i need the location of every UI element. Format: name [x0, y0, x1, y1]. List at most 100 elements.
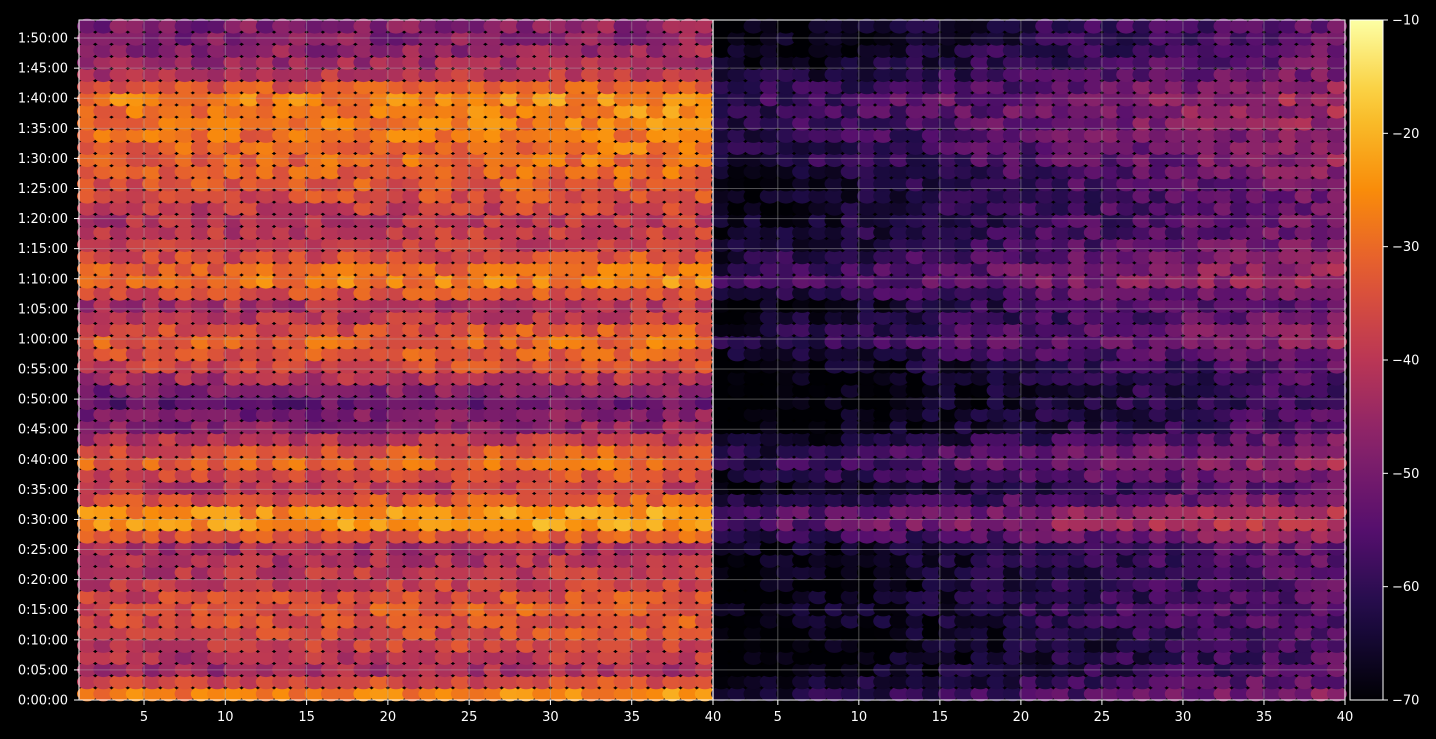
heatmap-cell: [190, 662, 211, 678]
heatmap-cell: [856, 637, 877, 653]
heatmap-cell: [678, 382, 699, 398]
heatmap-cell: [272, 237, 293, 253]
heatmap-cell: [516, 358, 537, 374]
heatmap-cell: [905, 686, 926, 702]
heatmap-cell: [418, 79, 439, 95]
heatmap-cell: [93, 103, 114, 119]
heatmap-cell: [1197, 637, 1218, 653]
y-tick-label: 1:30:00: [18, 152, 68, 167]
heatmap-cell: [483, 637, 504, 653]
heatmap-cell: [272, 30, 293, 46]
heatmap-cell: [629, 552, 650, 568]
heatmap-cell: [255, 613, 276, 629]
heatmap-cell: [353, 382, 374, 398]
heatmap-cell: [158, 55, 179, 70]
heatmap-cell: [516, 480, 537, 495]
heatmap-cell: [272, 455, 293, 471]
heatmap-cell: [223, 650, 244, 665]
heatmap-cell: [1181, 565, 1202, 580]
heatmap-cell: [125, 650, 146, 665]
heatmap-cell: [581, 637, 602, 653]
heatmap-cell: [158, 431, 179, 447]
heatmap-cell: [1002, 492, 1023, 508]
heatmap-cell: [207, 346, 228, 362]
heatmap-cell: [613, 650, 634, 665]
heatmap-cell: [337, 103, 358, 119]
heatmap-cell: [970, 662, 991, 678]
heatmap-cell: [678, 395, 699, 410]
heatmap-cell: [450, 455, 472, 471]
heatmap-cell: [434, 382, 455, 398]
heatmap-cell: [142, 589, 163, 605]
heatmap-cell: [174, 249, 195, 265]
heatmap-cell: [727, 492, 748, 508]
heatmap-cell: [385, 164, 407, 180]
heatmap-cell: [1116, 662, 1137, 678]
heatmap-cell: [1181, 540, 1202, 556]
heatmap-cell: [158, 613, 179, 629]
heatmap-cell: [255, 176, 276, 192]
heatmap-cell: [255, 516, 276, 532]
heatmap-cell: [418, 30, 439, 46]
heatmap-cell: [369, 613, 390, 629]
heatmap-cell: [434, 152, 455, 168]
heatmap-cell: [434, 285, 455, 301]
heatmap-cell: [288, 237, 309, 253]
heatmap-cell: [646, 18, 667, 34]
heatmap-cell: [1278, 637, 1299, 653]
heatmap-cell: [125, 225, 146, 240]
heatmap-cell: [207, 370, 228, 386]
heatmap-cell: [402, 431, 423, 447]
heatmap-cell: [77, 577, 98, 593]
heatmap-cell: [581, 480, 602, 495]
heatmap-cell: [921, 625, 942, 641]
heatmap-cell: [548, 358, 569, 374]
heatmap-cell: [1051, 613, 1072, 629]
heatmap-cell: [467, 261, 488, 277]
heatmap-cell: [418, 662, 439, 678]
heatmap-cell: [402, 103, 423, 119]
heatmap-cell: [694, 455, 716, 471]
heatmap-cell: [93, 455, 114, 471]
heatmap-cell: [856, 565, 877, 580]
heatmap-cell: [1229, 528, 1250, 544]
heatmap-cell: [77, 650, 98, 665]
heatmap-cell: [905, 528, 926, 544]
heatmap-cell: [694, 358, 716, 374]
heatmap-cell: [532, 577, 553, 593]
heatmap-cell: [369, 443, 390, 459]
x-tick-label: 10: [851, 710, 868, 725]
heatmap-cell: [239, 91, 260, 107]
heatmap-cell: [207, 650, 228, 665]
heatmap-cell: [467, 285, 488, 301]
heatmap-cell: [142, 152, 163, 168]
heatmap-cell: [646, 30, 667, 46]
heatmap-cell: [1278, 528, 1299, 544]
heatmap-cell: [450, 91, 472, 107]
heatmap-cell: [516, 164, 537, 180]
heatmap-cell: [532, 637, 553, 653]
heatmap-cell: [467, 382, 488, 398]
heatmap-cell: [694, 103, 716, 119]
heatmap-cell: [1067, 504, 1088, 520]
heatmap-cell: [385, 419, 407, 435]
x-tick-label: 15: [298, 710, 315, 725]
heatmap-cell: [564, 480, 585, 495]
heatmap-cell: [450, 140, 472, 155]
heatmap-cell: [1213, 492, 1234, 508]
heatmap-cell: [142, 504, 163, 520]
heatmap-cell: [1035, 492, 1056, 508]
heatmap-cell: [711, 613, 732, 629]
heatmap-cell: [337, 382, 358, 398]
heatmap-cell: [385, 188, 407, 204]
heatmap-cell: [158, 30, 179, 46]
heatmap-cell: [158, 686, 179, 702]
heatmap-cell: [369, 115, 390, 131]
heatmap-cell: [743, 589, 764, 605]
heatmap-cell: [646, 504, 667, 520]
heatmap-cell: [629, 273, 650, 289]
heatmap-cell: [450, 67, 472, 83]
heatmap-cell: [597, 152, 618, 168]
heatmap-cell: [678, 127, 699, 143]
heatmap-cell: [483, 577, 504, 593]
